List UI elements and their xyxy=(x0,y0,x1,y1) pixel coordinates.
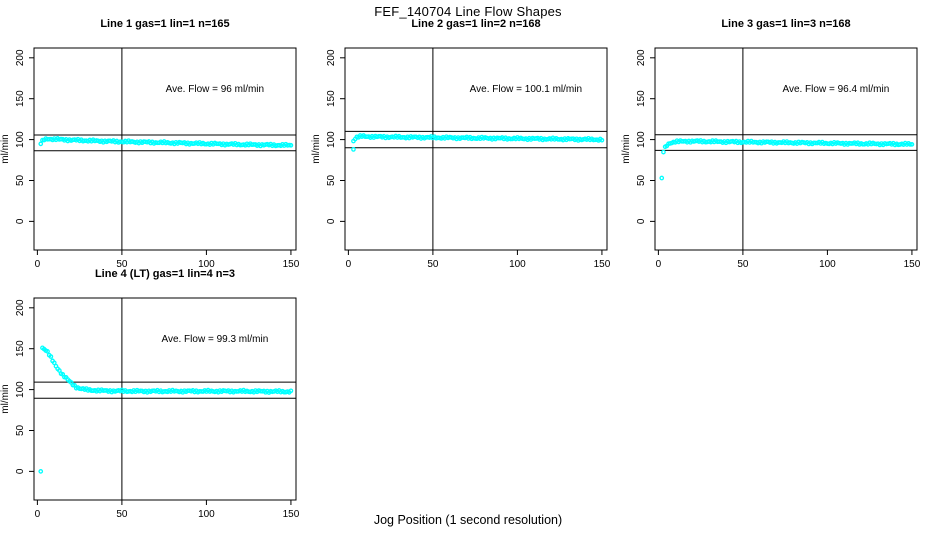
subplot-line-4-title: Line 4 (LT) gas=1 lin=4 n=3 xyxy=(94,268,236,280)
svg-text:0: 0 xyxy=(15,468,26,474)
svg-text:100: 100 xyxy=(509,259,526,270)
svg-text:50: 50 xyxy=(636,174,647,186)
subplot-line-2: Line 2 gas=1 lin=2 n=168 0 50 100 150 0 50 100… xyxy=(311,18,626,288)
subplot-line-3-plot: 0 50 100 150 0 50 100 150 200 ml/min Ave. Flow = 9… xyxy=(621,47,921,270)
svg-text:50: 50 xyxy=(737,259,749,270)
svg-text:50: 50 xyxy=(427,259,439,270)
svg-text:ml/min: ml/min xyxy=(0,134,11,163)
subplot-line-1: Line 1 gas=1 lin=1 n=165 0 50 100 150 0 50 100… xyxy=(0,18,315,288)
svg-text:100: 100 xyxy=(15,381,26,398)
svg-text:0: 0 xyxy=(346,259,352,270)
svg-text:0: 0 xyxy=(35,259,41,270)
subplot-line-2-plot: 0 50 100 150 0 50 100 150 200 ml/min Ave. Flow = 1… xyxy=(311,47,611,270)
subplot-line-4-plot: 0 50 100 150 0 50 100 150 200 ml/min Ave. Flow = 9… xyxy=(0,297,300,520)
svg-text:150: 150 xyxy=(594,259,611,270)
svg-text:100: 100 xyxy=(326,131,337,148)
svg-text:150: 150 xyxy=(283,259,300,270)
main-title: FEF_140704 Line Flow Shapes xyxy=(374,4,562,19)
svg-text:ml/min: ml/min xyxy=(311,134,322,163)
subplot-line-1-plot: 0 50 100 150 0 50 100 150 200 ml/min Ave. Flow = 9… xyxy=(0,47,300,270)
subplot-line-4: Line 4 (LT) gas=1 lin=4 n=3 0 50 100 150 0 50… xyxy=(0,268,315,538)
svg-text:0: 0 xyxy=(35,509,41,520)
svg-text:150: 150 xyxy=(904,259,921,270)
x-axis-label: Jog Position (1 second resolution) xyxy=(373,513,563,527)
svg-text:150: 150 xyxy=(15,340,26,357)
svg-text:0: 0 xyxy=(656,259,662,270)
svg-text:50: 50 xyxy=(15,174,26,186)
svg-text:ml/min: ml/min xyxy=(0,384,11,413)
svg-text:50: 50 xyxy=(326,174,337,186)
svg-text:Ave. Flow = 96 ml/min: Ave. Flow = 96 ml/min xyxy=(166,84,264,95)
svg-text:200: 200 xyxy=(15,299,26,316)
svg-text:100: 100 xyxy=(15,131,26,148)
svg-text:50: 50 xyxy=(116,259,128,270)
svg-text:50: 50 xyxy=(15,424,26,436)
svg-text:Ave. Flow = 99.3 ml/min: Ave. Flow = 99.3 ml/min xyxy=(161,334,268,345)
subplot-line-3: Line 3 gas=1 lin=3 n=168 0 50 100 150 0 50 100… xyxy=(621,18,936,288)
svg-text:100: 100 xyxy=(198,509,215,520)
svg-text:150: 150 xyxy=(326,90,337,107)
svg-text:150: 150 xyxy=(15,90,26,107)
svg-text:200: 200 xyxy=(326,49,337,66)
svg-text:100: 100 xyxy=(636,131,647,148)
svg-text:200: 200 xyxy=(636,49,647,66)
svg-text:0: 0 xyxy=(636,218,647,224)
subplot-line-3-title: Line 3 gas=1 lin=3 n=168 xyxy=(721,18,851,30)
svg-text:Ave. Flow = 100.1 ml/min: Ave. Flow = 100.1 ml/min xyxy=(470,84,582,95)
svg-text:100: 100 xyxy=(198,259,215,270)
svg-text:200: 200 xyxy=(15,49,26,66)
svg-text:100: 100 xyxy=(819,259,836,270)
svg-text:Ave. Flow = 96.4 ml/min: Ave. Flow = 96.4 ml/min xyxy=(782,84,889,95)
subplot-line-2-title: Line 2 gas=1 lin=2 n=168 xyxy=(411,18,541,30)
svg-text:0: 0 xyxy=(15,218,26,224)
svg-text:ml/min: ml/min xyxy=(621,134,632,163)
svg-text:0: 0 xyxy=(326,218,337,224)
svg-text:150: 150 xyxy=(283,509,300,520)
svg-text:150: 150 xyxy=(636,90,647,107)
svg-text:50: 50 xyxy=(116,509,128,520)
subplot-line-1-title: Line 1 gas=1 lin=1 n=165 xyxy=(100,18,230,30)
